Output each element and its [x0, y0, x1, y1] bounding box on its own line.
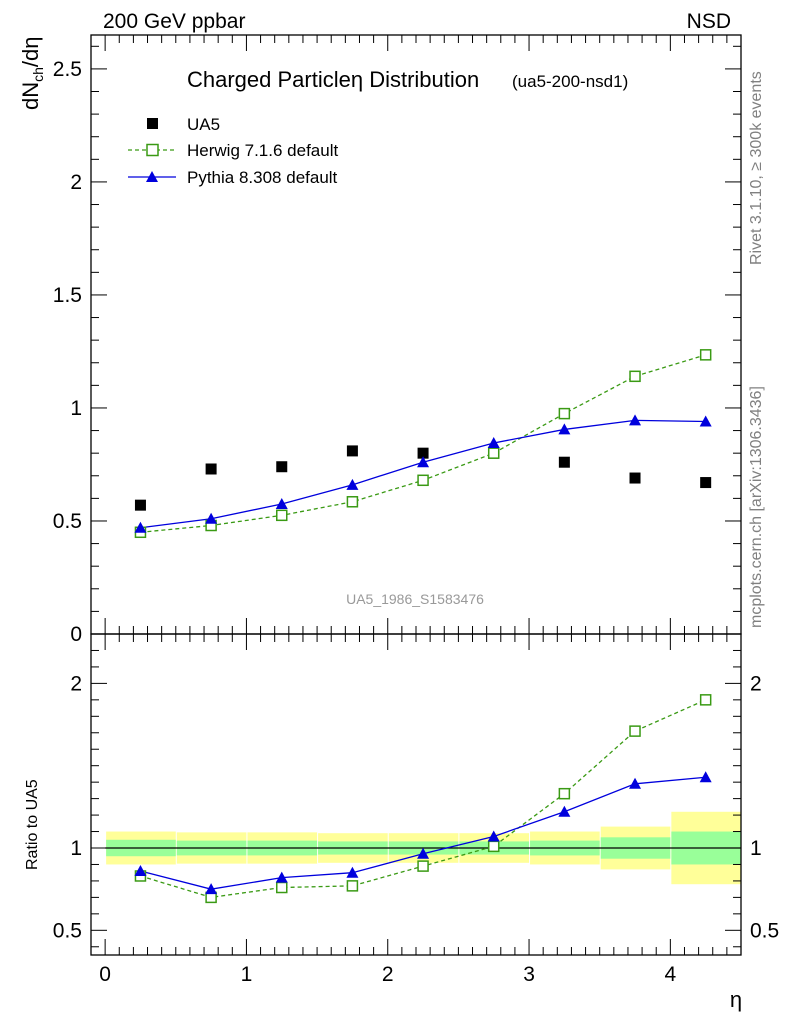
data-point-ua5	[205, 463, 217, 475]
ratio-point-pythia-8-308-default	[275, 871, 288, 883]
data-point-pythia-8-308-default	[346, 478, 359, 490]
data-point-herwig-7-1-6-default	[346, 496, 359, 508]
ratio-frame	[90, 633, 742, 956]
data-point-herwig-7-1-6-default	[276, 509, 288, 522]
data-point-ua5	[700, 477, 712, 489]
data-point-herwig-7-1-6-default	[629, 370, 641, 383]
ratio-point-pythia-8-308-default	[417, 847, 430, 859]
header-right: NSD	[687, 10, 731, 33]
series-line-pythia-8-308-default	[140, 419, 706, 529]
y-tick-label: 1	[70, 397, 82, 420]
data-point-herwig-7-1-6-default	[699, 349, 712, 361]
chart-subtitle: (ua5-200-nsd1)	[512, 72, 628, 91]
legend-marker-ua5	[147, 118, 158, 129]
legend-marker-pythia	[146, 171, 158, 182]
ratio-point-pythia-8-308-default	[134, 865, 147, 877]
x-tick-label: 0	[99, 963, 111, 986]
main-series-markers	[134, 349, 712, 539]
legend: UA5 Herwig 7.1.6 default Pythia 8.308 de…	[128, 115, 338, 187]
ratio-point-pythia-8-308-default	[205, 883, 218, 895]
x-tick-label: 4	[665, 963, 677, 986]
ratio-point-herwig-7-1-6-default	[417, 860, 429, 872]
data-point-pythia-8-308-default	[558, 423, 571, 435]
ratio-axes: 0.5 0.5 1 1 2 2 0 1 2 3 4	[53, 633, 779, 986]
ratio-point-herwig-7-1-6-default	[487, 840, 500, 853]
ratio-point-herwig-7-1-6-default	[699, 694, 712, 706]
x-tick-label: 3	[523, 963, 535, 986]
chart-title: Charged Particleη Distribution	[187, 67, 479, 92]
legend-marker-herwig	[146, 143, 159, 157]
y-tick-label: 2.5	[53, 58, 82, 81]
data-point-pythia-8-308-default	[417, 456, 430, 468]
x-tick-label: 1	[241, 963, 253, 986]
data-point-ua5	[629, 472, 641, 484]
x-axis-label: η	[730, 987, 742, 1012]
data-point-pythia-8-308-default	[487, 436, 500, 448]
main-series-lines	[140, 354, 706, 533]
analysis-watermark: UA5_1986_S1583476	[346, 591, 484, 607]
x-tick-label: 2	[382, 963, 394, 986]
main-y-axis-label: dNch/dη	[18, 36, 46, 110]
ratio-point-herwig-7-1-6-default	[346, 880, 359, 892]
y-tick-label: 1.5	[53, 284, 82, 307]
ratio-y-tick-label-right: 2	[750, 672, 762, 695]
ratio-y-tick-label: 2	[70, 672, 82, 695]
data-point-ua5	[276, 461, 288, 473]
rivet-label: Rivet 3.1.10, ≥ 300k events	[748, 71, 765, 265]
data-point-ua5	[417, 447, 429, 459]
data-point-herwig-7-1-6-default	[487, 447, 500, 459]
mcplots-label: mcplots.cern.ch [arXiv:1306.3436]	[748, 386, 765, 628]
legend-label-pythia: Pythia 8.308 default	[187, 168, 338, 187]
ratio-y-tick-label: 0.5	[53, 919, 82, 942]
ratio-uncertainty-bands	[105, 811, 741, 885]
series-line-herwig-7-1-6-default	[140, 354, 706, 533]
ratio-point-pythia-8-308-default	[699, 771, 712, 783]
ratio-series-markers	[134, 694, 712, 904]
data-point-pythia-8-308-default	[275, 498, 288, 510]
data-point-ua5	[558, 456, 570, 468]
y-tick-label: 0.5	[53, 510, 82, 533]
header-left: 200 GeV ppbar	[103, 10, 245, 33]
ratio-point-pythia-8-308-default	[346, 866, 359, 878]
ratio-point-pythia-8-308-default	[487, 830, 500, 842]
ratio-y-tick-label-right: 1	[750, 837, 762, 860]
data-point-pythia-8-308-default	[134, 521, 147, 533]
data-point-ua5	[346, 445, 358, 457]
legend-label-ua5: UA5	[187, 115, 220, 134]
data-point-herwig-7-1-6-default	[558, 407, 571, 420]
data-point-pythia-8-308-default	[629, 414, 642, 426]
data-point-ua5	[134, 499, 146, 511]
ratio-y-axis-label: Ratio to UA5	[24, 779, 41, 870]
ratio-point-pythia-8-308-default	[629, 777, 642, 789]
ratio-point-pythia-8-308-default	[558, 805, 571, 817]
ratio-point-herwig-7-1-6-default	[629, 725, 641, 737]
ratio-y-tick-label-right: 0.5	[750, 919, 779, 942]
legend-label-herwig: Herwig 7.1.6 default	[187, 141, 338, 160]
data-point-pythia-8-308-default	[205, 512, 218, 524]
ratio-point-herwig-7-1-6-default	[276, 881, 288, 894]
ratio-y-tick-label: 1	[70, 837, 82, 860]
y-tick-label: 0	[70, 623, 82, 646]
y-tick-label: 2	[70, 171, 82, 194]
data-point-herwig-7-1-6-default	[417, 474, 429, 487]
ratio-point-herwig-7-1-6-default	[558, 787, 571, 800]
data-point-pythia-8-308-default	[699, 415, 712, 427]
